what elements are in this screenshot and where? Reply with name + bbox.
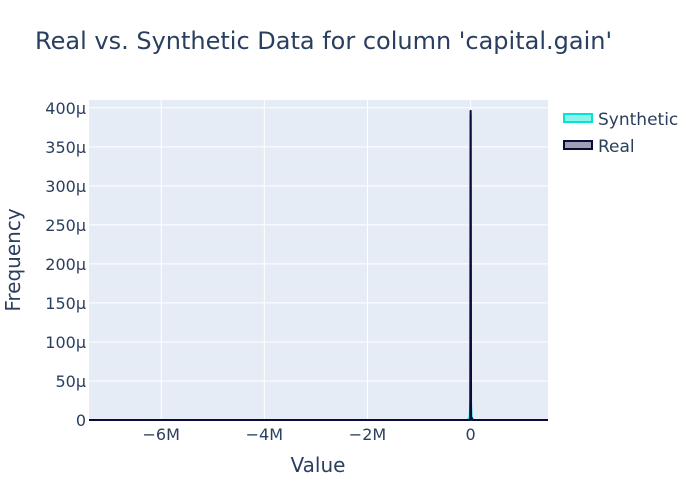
y-tick-label: 400µ xyxy=(45,99,86,118)
legend-swatch-real xyxy=(563,140,593,150)
series-line-real xyxy=(89,109,548,421)
y-tick-label: 300µ xyxy=(45,177,86,196)
legend-item-synthetic[interactable]: Synthetic xyxy=(563,110,678,130)
x-tick-label: −6M xyxy=(143,425,180,444)
x-tick-label: −2M xyxy=(349,425,386,444)
legend[interactable]: Synthetic Real xyxy=(563,110,678,157)
y-tick-label: 250µ xyxy=(45,216,86,235)
plot-background xyxy=(89,100,548,420)
legend-label-real: Real xyxy=(598,137,635,157)
legend-swatch-synthetic xyxy=(563,113,593,123)
x-tick-label: −4M xyxy=(246,425,283,444)
legend-label-synthetic: Synthetic xyxy=(598,110,678,130)
y-tick-label: 350µ xyxy=(45,138,86,157)
y-tick-label: 50µ xyxy=(55,372,86,391)
y-tick-label: 150µ xyxy=(45,294,86,313)
y-tick-label: 200µ xyxy=(45,255,86,274)
x-axis-title: Value xyxy=(291,453,346,477)
y-tick-label: 100µ xyxy=(45,333,86,352)
y-tick-label: 0 xyxy=(76,411,86,430)
chart-title: Real vs. Synthetic Data for column 'capi… xyxy=(35,27,613,55)
legend-item-real[interactable]: Real xyxy=(563,137,635,157)
y-axis-title: Frequency xyxy=(1,208,25,311)
x-tick-label: 0 xyxy=(466,425,476,444)
